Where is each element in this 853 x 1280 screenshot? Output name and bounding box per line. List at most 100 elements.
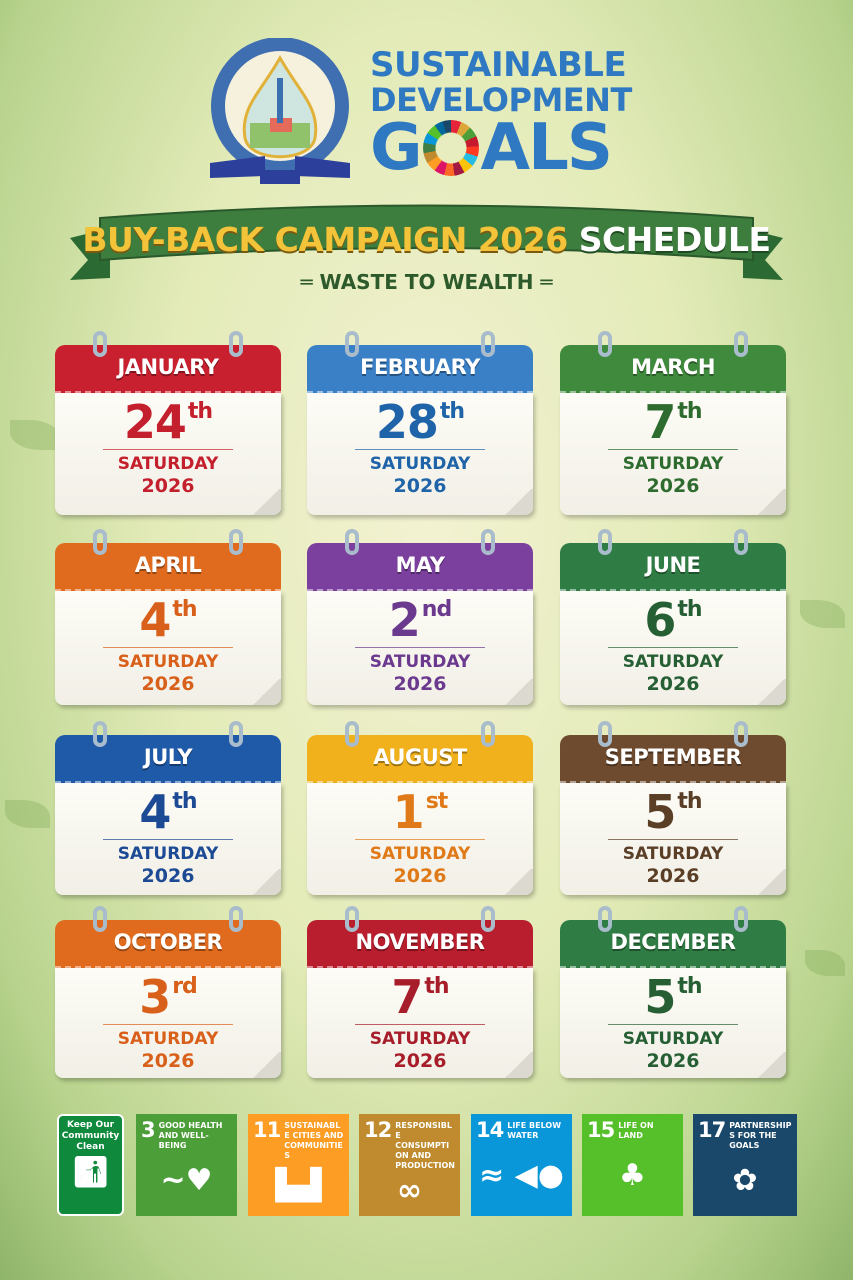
sdg-goals-als: ALS bbox=[480, 111, 613, 185]
binder-ring-icon bbox=[229, 331, 243, 357]
goal-label: SUSTAINABLE CITIES AND COMMUNITIES bbox=[284, 1121, 344, 1160]
subtitle: ═ WASTE TO WEALTH ═ bbox=[300, 270, 553, 294]
binder-ring-icon bbox=[93, 529, 107, 555]
weekday: SATURDAY bbox=[117, 454, 219, 474]
month-label: JULY bbox=[55, 735, 281, 783]
binder-ring-icon bbox=[93, 331, 107, 357]
goal-number: 12 bbox=[364, 1118, 392, 1142]
page-curl bbox=[503, 1052, 533, 1078]
binder-ring-icon bbox=[229, 906, 243, 932]
page-curl bbox=[503, 869, 533, 895]
day-number: 4th bbox=[139, 785, 197, 839]
year: 2026 bbox=[393, 1050, 447, 1072]
month-label: APRIL bbox=[55, 543, 281, 591]
infinity-icon: ∞ bbox=[397, 1173, 422, 1208]
day-suffix: rd bbox=[172, 974, 198, 999]
month-label: JANUARY bbox=[55, 345, 281, 393]
sdg-tile-12: 12 RESPONSIBLE CONSUMPTION AND PRODUCTIO… bbox=[359, 1114, 460, 1216]
sdg-goals-g: G bbox=[370, 111, 423, 185]
divider bbox=[355, 647, 485, 648]
binder-ring-icon bbox=[598, 721, 612, 747]
day-number: 7th bbox=[644, 395, 702, 449]
day-suffix: th bbox=[677, 974, 702, 999]
divider bbox=[355, 1024, 485, 1025]
year: 2026 bbox=[393, 475, 447, 497]
day-suffix: th bbox=[677, 789, 702, 814]
binder-ring-icon bbox=[481, 529, 495, 555]
divider bbox=[103, 1024, 233, 1025]
page-curl bbox=[251, 1052, 281, 1078]
binder-ring-icon bbox=[345, 529, 359, 555]
month-label: AUGUST bbox=[307, 735, 533, 783]
binder-ring-icon bbox=[345, 721, 359, 747]
month-label: MAY bbox=[307, 543, 533, 591]
day-number: 3rd bbox=[139, 970, 198, 1024]
calendar-card-september: SEPTEMBER 5th SATURDAY 2026 bbox=[560, 721, 786, 895]
rings-icon: ✿ bbox=[732, 1163, 758, 1198]
goal-number: 3 bbox=[141, 1118, 156, 1142]
binder-ring-icon bbox=[598, 906, 612, 932]
day-number: 6th bbox=[644, 593, 702, 647]
year: 2026 bbox=[141, 1050, 195, 1072]
divider bbox=[355, 839, 485, 840]
day-number: 7th bbox=[391, 970, 449, 1024]
divider bbox=[608, 647, 738, 648]
goal-label: PARTNERSHIPS FOR THE GOALS bbox=[729, 1121, 792, 1150]
binder-ring-icon bbox=[93, 721, 107, 747]
year: 2026 bbox=[141, 673, 195, 695]
year: 2026 bbox=[393, 865, 447, 887]
weekday: SATURDAY bbox=[622, 454, 724, 474]
day-suffix: st bbox=[425, 789, 449, 814]
page-curl bbox=[756, 1052, 786, 1078]
leaf-decoration bbox=[10, 420, 60, 450]
day-suffix: nd bbox=[421, 597, 452, 622]
year: 2026 bbox=[646, 1050, 700, 1072]
sdg-color-wheel-icon bbox=[422, 120, 479, 176]
fish-icon: ≈ ◀● bbox=[479, 1158, 564, 1193]
calendar-card-august: AUGUST 1st SATURDAY 2026 bbox=[307, 721, 533, 895]
weekday: SATURDAY bbox=[117, 652, 219, 672]
calendar-card-july: JULY 4th SATURDAY 2026 bbox=[55, 721, 281, 895]
day-number: 4th bbox=[139, 593, 197, 647]
weekday: SATURDAY bbox=[622, 1029, 724, 1049]
binder-ring-icon bbox=[734, 529, 748, 555]
binder-ring-icon bbox=[598, 529, 612, 555]
year: 2026 bbox=[141, 865, 195, 887]
sdg-line2: DEVELOPMENT bbox=[370, 81, 632, 119]
leaf-decoration bbox=[5, 800, 50, 828]
page-curl bbox=[251, 869, 281, 895]
weekday: SATURDAY bbox=[369, 844, 471, 864]
month-label: OCTOBER bbox=[55, 920, 281, 968]
city-icon: ▙▟ bbox=[275, 1168, 322, 1203]
sdg-logo: SUSTAINABLE DEVELOPMENT G ALS bbox=[370, 48, 632, 180]
goal-label: GOOD HEALTH AND WELL-BEING bbox=[158, 1121, 223, 1150]
binder-ring-icon bbox=[734, 721, 748, 747]
sdg-tile-11: 11 SUSTAINABLE CITIES AND COMMUNITIES ▙▟ bbox=[248, 1114, 349, 1216]
weekday: SATURDAY bbox=[117, 1029, 219, 1049]
day-suffix: th bbox=[172, 789, 197, 814]
calendar-card-june: JUNE 6th SATURDAY 2026 bbox=[560, 529, 786, 705]
divider bbox=[608, 839, 738, 840]
heartbeat-icon: ~♥ bbox=[160, 1163, 213, 1198]
city-council-logo bbox=[210, 38, 350, 184]
tree-icon: ♣ bbox=[619, 1158, 646, 1193]
day-number: 24th bbox=[123, 395, 213, 449]
goal-number: 11 bbox=[253, 1118, 281, 1142]
year: 2026 bbox=[141, 475, 195, 497]
month-label: JUNE bbox=[560, 543, 786, 591]
month-label: SEPTEMBER bbox=[560, 735, 786, 783]
day-number: 28th bbox=[375, 395, 465, 449]
day-suffix: th bbox=[677, 399, 702, 424]
binder-ring-icon bbox=[481, 331, 495, 357]
page-curl bbox=[756, 489, 786, 515]
day-suffix: th bbox=[172, 597, 197, 622]
binder-ring-icon bbox=[481, 906, 495, 932]
day-suffix: th bbox=[187, 399, 213, 424]
binder-ring-icon bbox=[345, 331, 359, 357]
binder-ring-icon bbox=[734, 331, 748, 357]
weekday: SATURDAY bbox=[622, 652, 724, 672]
weekday: SATURDAY bbox=[622, 844, 724, 864]
divider bbox=[608, 449, 738, 450]
goal-label: RESPONSIBLE CONSUMPTION AND PRODUCTION bbox=[395, 1121, 455, 1170]
leaf-decoration bbox=[805, 950, 845, 976]
